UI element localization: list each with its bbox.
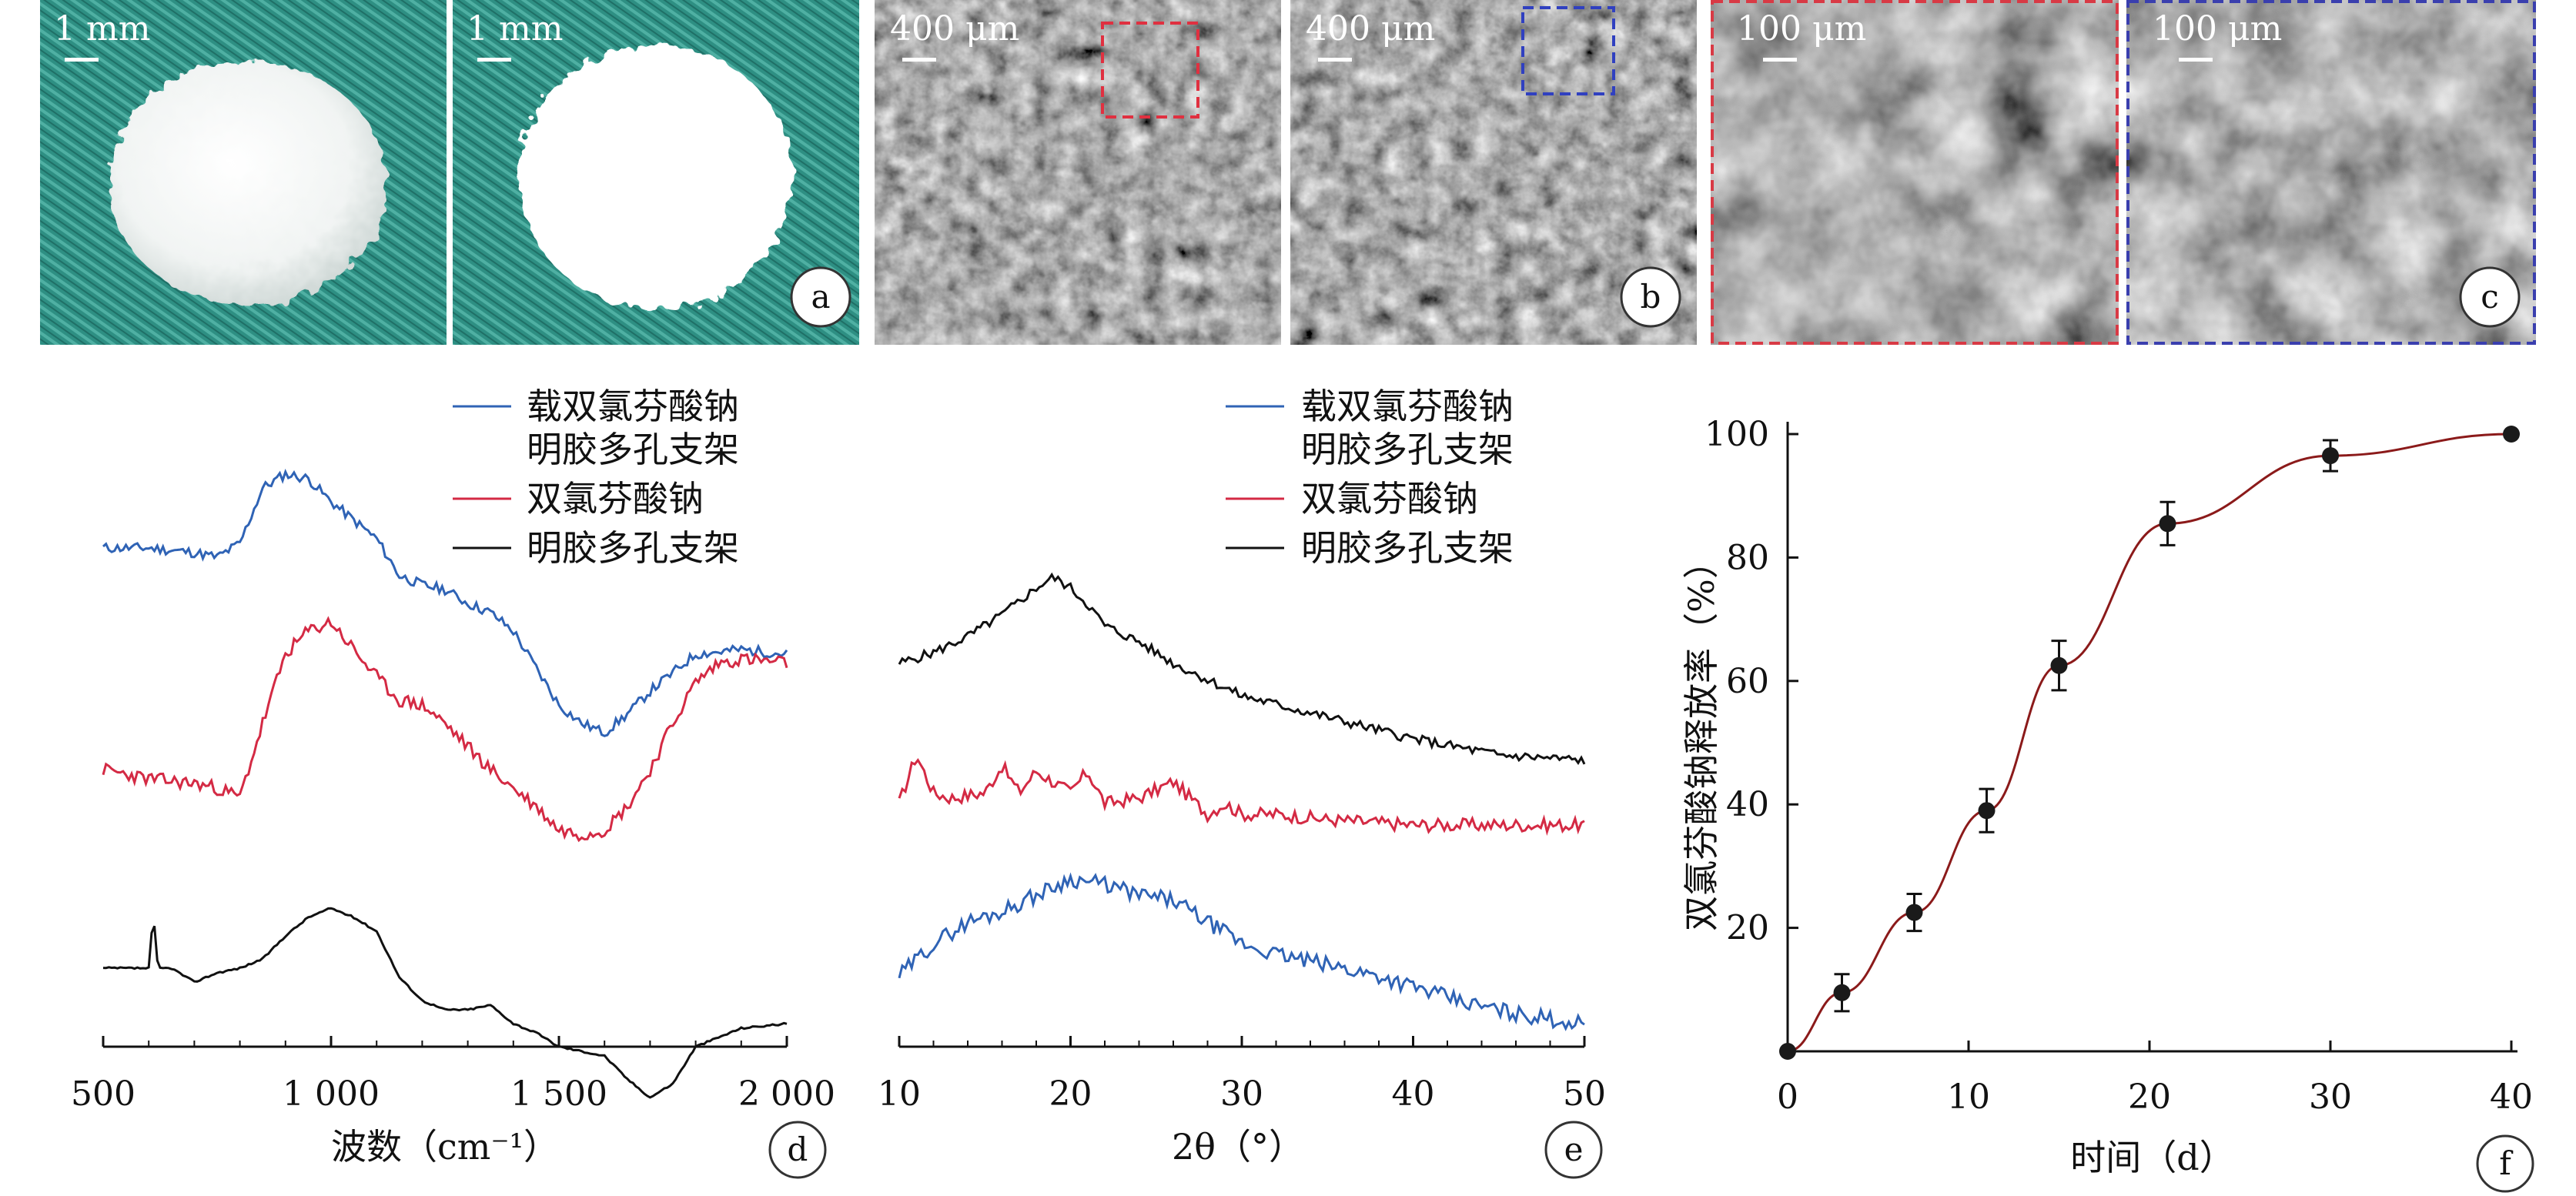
scale-bar-label: 1 mm: [467, 9, 563, 48]
scaffold-disc-a2: [519, 45, 793, 309]
data-point: [2159, 515, 2176, 533]
data-point: [1905, 904, 1923, 921]
series-line-d-0: [102, 469, 788, 737]
panel-label-d-circle: [768, 1121, 827, 1179]
photo-c2: 100 μm c: [2126, 0, 2536, 345]
series-group-d: [102, 469, 788, 1099]
legend-e: 载双氯芬酸钠 明胶多孔支架 双氯芬酸钠 明胶多孔支架: [1226, 386, 1514, 569]
x-ticks-d: 500 1 000 1 500 2 000: [71, 1036, 835, 1114]
y-tick-label-f: 80: [1726, 538, 1769, 577]
scale-bar-label: 400 μm: [1306, 9, 1435, 48]
panel-label-e-circle: [1544, 1121, 1603, 1179]
panel-label-e: e: [1564, 1131, 1584, 1168]
data-point: [1833, 984, 1851, 1001]
data-point: [2050, 656, 2068, 674]
panel-label-b: b: [1641, 278, 1661, 316]
legend-label-dfs: 双氯芬酸钠: [527, 478, 704, 519]
series-group-e: [898, 572, 1586, 1031]
chart-d: 载双氯芬酸钠 明胶多孔支架 双氯芬酸钠 明胶多孔支架 500 1 000 1 500…: [71, 386, 835, 1179]
series-line-e-1: [898, 758, 1585, 837]
chart-e: 载双氯芬酸钠 明胶多孔支架 双氯芬酸钠 明胶多孔支架 10 20 30 40 50 2θ…: [878, 386, 1606, 1179]
x-tick-label-e: 40: [1392, 1074, 1435, 1114]
scale-bar-label: 100 μm: [2153, 9, 2282, 48]
panel-label-d: d: [788, 1131, 808, 1168]
chart-f: 0 10 20 30 40 20 40 60 80 100 双氯芬酸钠释放率（%） 时间（d） f: [1681, 415, 2534, 1193]
x-tick-label-d: 500: [71, 1074, 135, 1114]
x-tick-label-f: 20: [2128, 1077, 2171, 1117]
panel-label-c-circle: [2459, 266, 2521, 328]
legend-label-loaded-1: 载双氯芬酸钠: [1301, 386, 1514, 427]
panel-label-f: f: [2499, 1144, 2514, 1182]
x-axis-label-e: 2θ（°）: [1172, 1126, 1304, 1168]
legend-label-gel: 明胶多孔支架: [527, 527, 739, 569]
scale-bar-label: 1 mm: [54, 9, 150, 48]
scale-bar-label: 100 μm: [1737, 9, 1866, 48]
data-point: [1779, 1043, 1796, 1060]
x-tick-label-f: 30: [2309, 1077, 2352, 1117]
photo-a1: 1 mm: [40, 0, 447, 345]
photo-b2: 400 μm b: [1290, 0, 1697, 345]
legend-label-loaded-1: 载双氯芬酸钠: [527, 386, 739, 427]
x-tick-label-d: 2 000: [738, 1074, 835, 1114]
x-tick-label-e: 10: [878, 1074, 921, 1114]
panel-label-b-circle: [1620, 266, 1681, 328]
ticks-f: 0 10 20 30 40 20 40 60 80 100: [1705, 415, 2533, 1117]
x-tick-label-f: 10: [1947, 1077, 1990, 1117]
x-tick-label-e: 30: [1220, 1074, 1263, 1114]
data-point: [2322, 447, 2339, 465]
legend-label-gel: 明胶多孔支架: [1301, 527, 1514, 569]
x-tick-label-d: 1 500: [510, 1074, 607, 1114]
panel-label-f-circle: [2476, 1134, 2534, 1193]
y-axis-label-f: 双氯芬酸钠释放率（%）: [1681, 543, 1722, 931]
x-ticks-e: 10 20 30 40 50: [878, 1036, 1606, 1114]
legend-d: 载双氯芬酸钠 明胶多孔支架 双氯芬酸钠 明胶多孔支架: [453, 386, 739, 569]
photo-c1: 100 μm: [1711, 0, 2119, 345]
data-point: [1978, 802, 1996, 820]
scaffold-disc-a1: [109, 62, 386, 305]
x-axis-label-f: 时间（d）: [2070, 1137, 2234, 1178]
y-tick-label-f: 20: [1726, 909, 1769, 948]
scale-bar-label: 400 μm: [890, 9, 1019, 48]
legend-label-loaded-2: 明胶多孔支架: [1301, 429, 1514, 470]
release-curve: [1787, 433, 2512, 1053]
x-axis-label-d: 波数（cm⁻¹）: [331, 1126, 559, 1168]
panel-label-a: a: [811, 278, 830, 316]
panel-label-c: c: [2481, 278, 2499, 316]
photo-b1: 400 μm: [875, 0, 1281, 345]
series-line-e-0: [898, 572, 1586, 766]
x-tick-label-e: 20: [1049, 1074, 1092, 1114]
x-tick-label-f: 40: [2490, 1077, 2533, 1117]
series-line-d-2: [102, 907, 788, 1099]
photo-a2: 1 mm a: [453, 0, 859, 345]
legend-label-dfs: 双氯芬酸钠: [1301, 478, 1478, 519]
y-tick-label-f: 40: [1726, 785, 1769, 824]
x-tick-label-f: 0: [1777, 1077, 1798, 1117]
legend-label-loaded-2: 明胶多孔支架: [527, 429, 739, 470]
y-tick-label-f: 100: [1705, 415, 1769, 454]
series-line-d-1: [102, 616, 788, 843]
y-tick-label-f: 60: [1726, 662, 1769, 701]
panel-label-a-circle: [790, 266, 851, 328]
series-line-e-2: [898, 872, 1585, 1031]
x-tick-label-e: 50: [1563, 1074, 1606, 1114]
x-tick-label-d: 1 000: [283, 1074, 380, 1114]
series-group-f: [1779, 426, 2520, 1060]
data-point: [2503, 426, 2520, 443]
